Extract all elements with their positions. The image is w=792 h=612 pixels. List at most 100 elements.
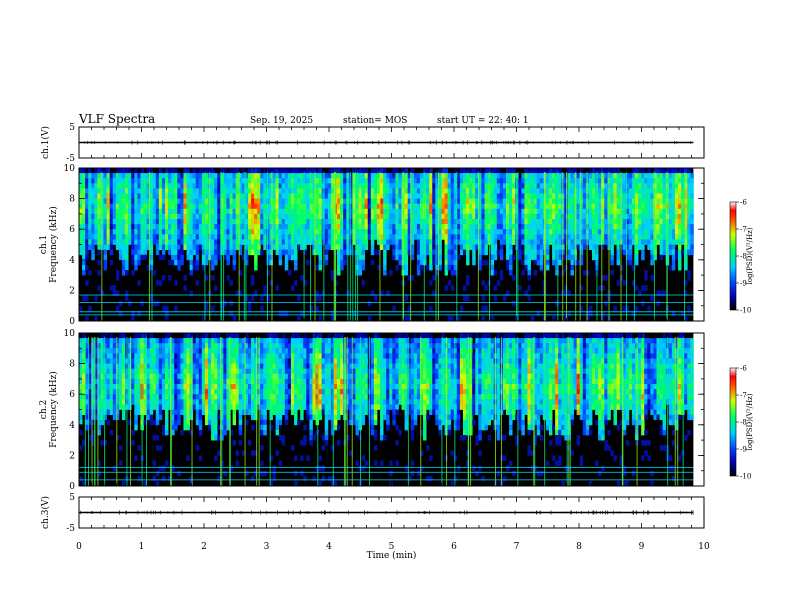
spectrogram-cell [631,229,636,235]
spectrogram-cell [186,384,190,390]
spectrogram-cell [432,178,436,184]
spectrogram-cell [94,229,98,235]
spectrogram-cell [103,399,108,405]
spectrogram-cell [183,363,187,370]
spectrogram-cell [337,224,341,230]
spectrogram-cell [447,254,452,261]
spectrogram-cell [171,208,175,215]
spectrogram-cell [662,213,667,220]
spectrogram-cell [106,399,111,405]
spectrogram-cell [177,203,181,210]
spectrogram-cell [416,234,421,240]
spectrogram-cell [204,353,209,359]
spectrogram-cell [370,193,375,199]
spectrogram-cell [118,254,123,261]
spectrogram-cell [226,254,230,261]
spectrogram-cell [641,244,645,250]
spectrogram-cell [195,384,200,390]
spectrogram-cell [545,254,550,261]
spectrogram-cell [518,254,522,261]
spectrogram-cell [579,305,584,312]
spectrogram-cell [204,368,209,375]
spectrogram-cell [115,305,120,312]
spectrogram-cell [198,198,203,205]
spectrogram-cell [690,178,694,184]
spectrogram-cell [106,168,111,174]
spectrogram-cell [112,338,117,344]
spectrogram-cell [441,224,445,230]
spectrogram-cell [453,219,458,225]
spectrogram-cell [592,208,596,215]
spectrogram-cell [79,384,83,390]
spectrogram-cell [257,193,261,199]
spectrogram-cell [174,343,178,349]
spectrogram-cell [687,213,691,220]
spectrogram-cell [177,399,181,405]
spectrogram-cell [137,394,141,400]
spectrogram-cell [112,409,117,415]
spectrogram-cell [146,188,151,194]
spectrogram-cell [472,173,476,179]
spectrogram-cell [137,249,141,256]
spectrogram-cell [201,178,206,184]
spectrogram-cell [419,188,424,194]
spectrogram-cell [459,198,464,205]
spectrogram-cell [131,363,135,370]
spectrogram-cell [533,229,538,235]
spectrogram-cell [429,234,433,240]
spectrogram-cell [383,198,387,205]
spectrogram-cell [659,219,664,225]
spectrogram-cell [82,404,86,410]
spectrogram-cell [128,399,132,405]
spectrogram-cell [684,259,688,266]
spectrogram-cell [389,270,393,276]
spectrogram-cell [275,239,280,245]
spectrogram-cell [598,183,602,189]
spectrogram-cell [678,208,682,215]
spectrogram-cell [165,208,169,215]
spectrogram-cell [91,440,95,446]
spectrogram-cell [131,244,135,250]
spectrogram-cell [168,208,172,215]
spectrogram-cell [545,193,550,199]
spectrogram-cell [201,353,206,359]
spectrogram-cell [198,224,203,230]
spectrogram-cell [407,203,412,210]
spectrogram-cell [149,259,154,266]
spectrogram-cell [484,208,488,215]
spectrogram-cell [426,213,430,220]
spectrogram-cell [294,168,298,174]
spectrogram-cell [161,234,166,240]
spectrogram-cell [171,244,175,250]
spectrogram-cell [450,208,455,215]
spectrogram-cell [158,178,163,184]
spectrogram-cell [155,188,160,194]
spectrogram-cell [168,275,172,281]
spectrogram-cell [94,358,98,364]
spectrogram-cell [585,198,590,205]
spectrogram-cell [241,224,246,230]
spectrogram-cell [269,244,273,250]
spectrogram-cell [195,249,200,256]
spectrogram-cell [659,244,664,250]
spectrogram-cell [687,173,691,179]
spectrogram-cell [183,394,187,400]
spectrogram-cell [152,178,157,184]
spectrogram-cell [536,168,541,174]
spectrogram-cell [398,259,402,266]
spectrogram-cell [97,213,101,220]
spectrogram-cell [97,404,101,410]
spectrogram-cell [297,168,301,174]
spectrogram-cell [94,353,98,359]
spectrogram-cell [567,310,571,317]
spectrogram-cell [383,264,387,271]
spectrogram-cell [432,208,436,215]
spectrogram-cell [644,173,648,179]
spectrogram-cell [518,224,522,230]
spectrogram-cell [518,183,522,189]
spectrogram-cell [149,229,154,235]
spectrogram-cell [690,249,694,256]
spectrogram-cell [125,178,129,184]
spectrogram-cell [475,203,479,210]
spectrogram-cell [383,188,387,194]
